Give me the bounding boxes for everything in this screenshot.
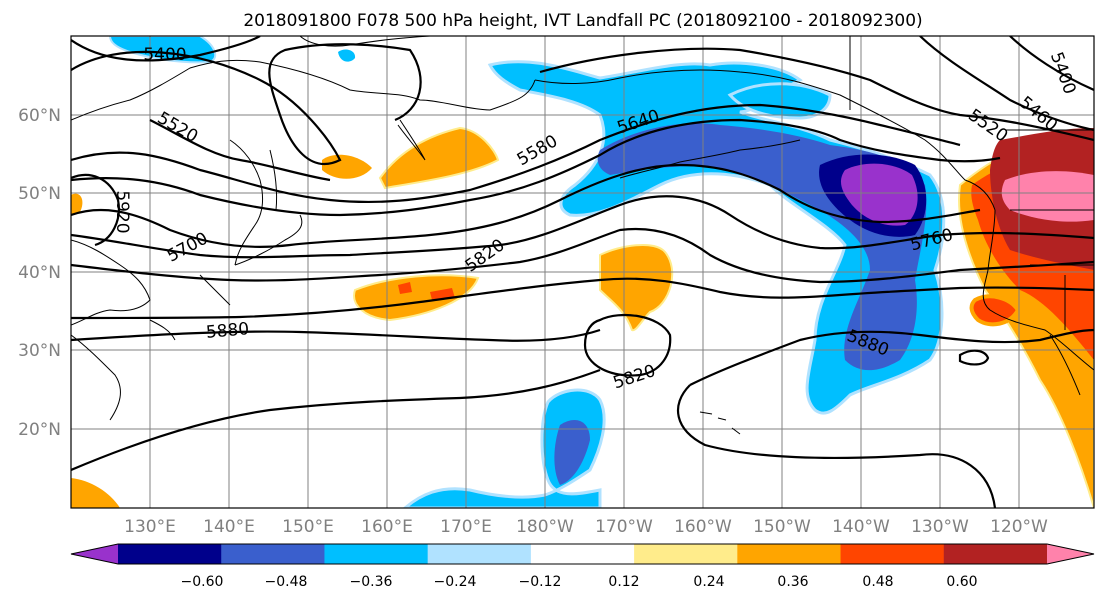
- lon-label-150w: 150°W: [753, 517, 811, 537]
- colorbar-extend-max: [1047, 544, 1094, 564]
- contour-label-5400-nw: 5400: [143, 45, 186, 65]
- contour-5880-southeast: [676, 384, 997, 508]
- ivt-negative-region-kamchatka: [338, 49, 356, 62]
- graticule: [71, 36, 1094, 508]
- colorbar-tick-label: −0.60: [181, 574, 224, 590]
- lon-label-160e: 160°E: [361, 517, 413, 537]
- lon-label-170w: 170°W: [595, 517, 653, 537]
- coastline-korea-china: [71, 239, 151, 326]
- lon-label-120w: 120°W: [990, 517, 1048, 537]
- colorbar-extend-min: [71, 544, 118, 564]
- ivt-positive-region-south: [71, 478, 120, 508]
- lon-label-170e: 170°E: [440, 517, 492, 537]
- ivt-positive-region-central: [599, 244, 674, 332]
- contour-5520-west: [71, 43, 422, 166]
- colorbar-tick-label: 0.12: [608, 574, 639, 590]
- colorbar-tick-label: 0.36: [777, 574, 808, 590]
- ivt-extreme-region-west-coast: [1001, 171, 1094, 222]
- ivt-positive-region-california: [969, 294, 1021, 327]
- colorbar-tick-label: 0.48: [862, 574, 893, 590]
- lat-label-30n: 30°N: [18, 341, 61, 361]
- colorbar-segment: [324, 544, 429, 564]
- contour-5820-west: [71, 227, 1094, 284]
- lat-label-40n: 40°N: [18, 263, 61, 283]
- coastlines: [71, 36, 1094, 435]
- colorbar-tick-label: −0.24: [434, 574, 477, 590]
- coastline-china-south: [71, 334, 121, 421]
- figure-title: 2018091800 F078 500 hPa height, IVT Land…: [243, 11, 922, 31]
- colorbar-outline: [70, 543, 1095, 565]
- contour-5400-nw: [71, 36, 261, 62]
- contour-5880-west: [71, 277, 1094, 320]
- coastline-alaska: [534, 69, 966, 181]
- lon-label-180w: 180°W: [516, 517, 574, 537]
- coastline-kamchatka: [397, 119, 426, 161]
- contour-5640: [71, 118, 1001, 217]
- contour-small-loop: [958, 349, 990, 366]
- lon-label-140w: 140°W: [832, 517, 890, 537]
- latitude-labels: 60°N 50°N 40°N 30°N 20°N: [18, 106, 61, 440]
- colorbar-segment: [737, 544, 842, 564]
- colorbar-segments: [70, 543, 1095, 565]
- ivt-strong-region-japan-east: [398, 282, 455, 300]
- ivt-medium-negative-south: [554, 420, 590, 485]
- colorbar-segment: [221, 544, 325, 564]
- contour-5760: [71, 195, 1094, 259]
- contour-5460: [919, 36, 1094, 132]
- coastline-sakhalin: [269, 149, 278, 211]
- ivt-shading: [71, 36, 1094, 508]
- colorbar-segment: [118, 544, 222, 564]
- contour-label-5880-west: 5880: [205, 319, 250, 343]
- ivt-extreme-negative-core: [840, 163, 918, 226]
- colorbar: −0.60 −0.48 −0.36 −0.24 −0.12 0.12 0.24 …: [70, 543, 1095, 590]
- colorbar-segment: [530, 544, 635, 564]
- coastline-sea-of-okhotsk: [229, 139, 263, 266]
- longitude-labels: 130°E 140°E 150°E 160°E 170°E 180°W 170°…: [124, 517, 1048, 537]
- contour-5400-ne: [1009, 36, 1094, 92]
- coastline-aleutians: [619, 139, 801, 179]
- contour-5520-trough: [149, 119, 331, 182]
- height-contours: [71, 36, 1094, 508]
- ivt-negative-region-south: [402, 388, 606, 508]
- colorbar-segment: [840, 544, 945, 564]
- lat-label-20n: 20°N: [18, 420, 61, 440]
- lat-label-50n: 50°N: [18, 184, 61, 204]
- contour-5700: [71, 163, 981, 248]
- lat-label-60n: 60°N: [18, 106, 61, 126]
- lon-label-130e: 130°E: [124, 517, 176, 537]
- contour-5880-subtropical: [71, 328, 601, 342]
- coastline-baja: [1049, 334, 1081, 396]
- colorbar-tick-label: 0.24: [693, 574, 724, 590]
- coastline-hawaii: [699, 411, 741, 435]
- lon-label-140e: 140°E: [203, 517, 255, 537]
- colorbar-tick-label: −0.12: [519, 574, 562, 590]
- lon-label-150e: 150°E: [282, 517, 334, 537]
- lon-label-130w: 130°W: [911, 517, 969, 537]
- contour-5920-west: [71, 173, 120, 247]
- contour-5880-east: [689, 328, 1094, 386]
- contour-5820-loop: [583, 313, 672, 377]
- colorbar-tick-label: −0.48: [265, 574, 308, 590]
- contour-5880-south: [71, 368, 601, 472]
- contour-5580: [71, 103, 961, 204]
- coastline-us-west: [982, 209, 1094, 371]
- contour-5520-east: [539, 47, 1094, 142]
- colorbar-tick-labels: −0.60 −0.48 −0.36 −0.24 −0.12 0.12 0.24 …: [181, 574, 978, 590]
- colorbar-segment: [634, 544, 738, 564]
- coastline-asia: [71, 59, 536, 121]
- colorbar-segment: [427, 544, 532, 564]
- lon-label-160w: 160°W: [674, 517, 732, 537]
- colorbar-segment: [943, 544, 1048, 564]
- ivt-positive-region-kuroshio: [71, 193, 83, 214]
- colorbar-tick-label: 0.60: [946, 574, 977, 590]
- map-frame: [70, 35, 1095, 509]
- colorbar-tick-label: −0.36: [350, 574, 393, 590]
- ivt-positive-region-okhotsk: [322, 154, 372, 179]
- contour-label-5920: 5920: [112, 190, 132, 233]
